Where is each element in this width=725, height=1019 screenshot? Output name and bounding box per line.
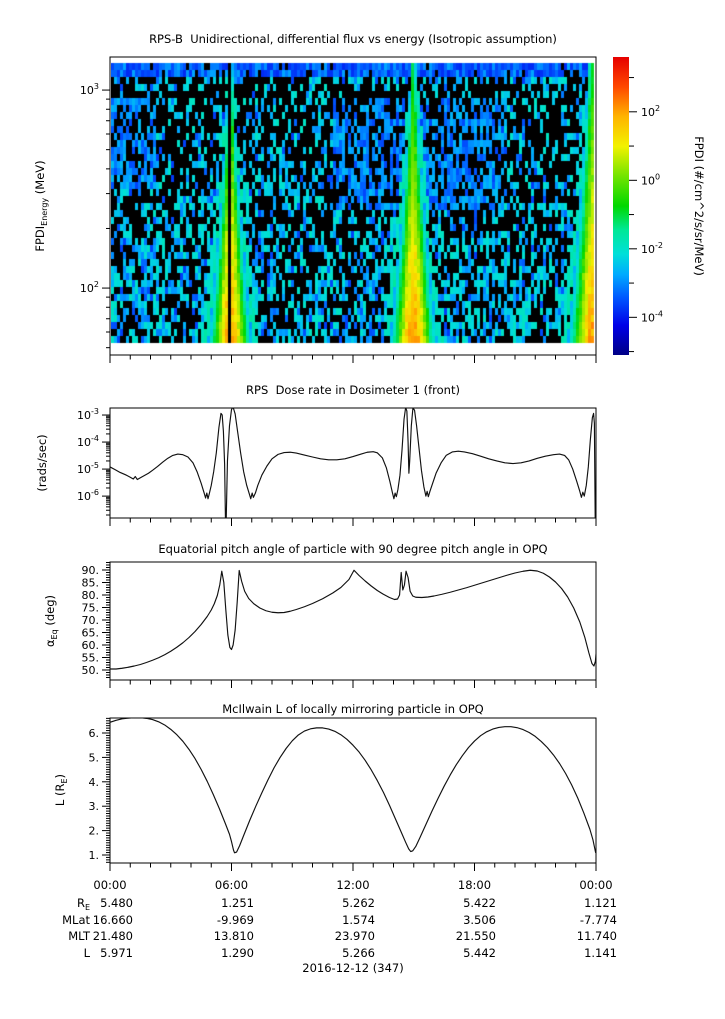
svg-text:3.: 3. [89,800,100,813]
ephemeris-row-label: MLT [68,929,90,943]
colorbar-gradient [613,57,629,355]
svg-text:10-5: 10-5 [77,461,99,476]
ephemeris-value: 16.660 [92,912,133,927]
y-axis-ticks: 102 103 [80,82,110,349]
x-axis-ticks [109,863,597,871]
ephemeris-value: 5.262 [342,896,375,910]
time-tick-label: 18:00 [458,878,491,892]
svg-text:90.: 90. [82,564,100,577]
colorbar-label: FPDI (#/cm^2/s/sr/MeV) [692,136,706,276]
x-axis-ticks [109,680,597,688]
y-axis-ticks: 10-6 10-5 10-4 10-3 [77,407,110,516]
y-axis-ticks: 1. 2. 3. 4. 5. 6. [89,717,110,863]
ephemeris-value: 11.740 [576,929,617,943]
panel1-title: RPS-B Unidirectional, differential flux … [149,32,557,46]
time-tick-label: 06:00 [215,878,248,892]
svg-text:1.: 1. [89,849,100,862]
ephemeris-value: 5.422 [463,896,496,910]
time-tick-label: 12:00 [336,878,369,892]
ephemeris-value: 13.810 [213,929,254,943]
pitch-angle-curve [110,569,596,670]
svg-text:5.: 5. [89,751,100,764]
ephemeris-value: 1.574 [342,912,375,927]
svg-text:10-6: 10-6 [77,488,99,503]
panel4-title: McIlwain L of locally mirroring particle… [222,702,484,716]
ephemeris-value: 1.121 [584,896,617,910]
ephemeris-value: 1.290 [221,945,254,960]
dose-rate-curve [110,408,596,518]
colorbar-ticks: 10-4 10-2 100 102 [629,77,663,353]
ephemeris-value: 5.971 [100,945,133,960]
svg-text:10-4: 10-4 [641,309,663,324]
svg-text:85.: 85. [82,577,100,590]
svg-text:102: 102 [80,280,99,295]
svg-text:55.: 55. [82,652,100,665]
svg-text:80.: 80. [82,589,100,602]
svg-text:70.: 70. [82,614,100,627]
ephemeris-value: 21.550 [455,929,496,943]
ephemeris-value: 21.480 [92,929,133,943]
svg-text:6.: 6. [89,727,100,740]
svg-text:102: 102 [641,104,660,119]
ephemeris-row-label: RE [76,896,90,912]
ephemeris-value: 1.141 [584,945,617,960]
x-axis-ticks [109,518,597,526]
svg-text:10-4: 10-4 [77,434,99,449]
svg-text:50.: 50. [82,664,100,677]
ephemeris-value: 1.251 [221,896,254,910]
svg-text:4.: 4. [89,776,100,789]
svg-text:100: 100 [641,172,660,187]
ephemeris-value: 5.480 [100,896,133,910]
svg-text:60.: 60. [82,639,100,652]
ephemeris-row-label: MLat [62,912,90,927]
svg-text:10-2: 10-2 [641,241,663,256]
ephemeris-value: -9.969 [216,912,254,927]
panel3-title: Equatorial pitch angle of particle with … [158,542,548,556]
time-tick-label: 00:00 [93,878,126,892]
ephemeris-value: 5.442 [463,945,496,960]
ephemeris-value: 23.970 [334,929,375,943]
ephemeris-value: 3.506 [463,912,496,927]
panel4-ylabel: L (RE) [53,773,69,807]
mcilwain-l-curve [110,718,596,854]
ephemeris-row-label: L [83,945,90,960]
svg-text:103: 103 [80,82,99,97]
panel2-title: RPS Dose rate in Dosimeter 1 (front) [246,383,460,397]
date-label: 2016-12-12 (347) [302,961,404,975]
y-axis-ticks: 50.55.60.65.70.75.80.85.90. [82,562,110,678]
ephemeris-value: 5.266 [342,945,375,960]
svg-text:2.: 2. [89,825,100,838]
flux-spectrogram-heatmap [111,58,595,354]
svg-text:75.: 75. [82,602,100,615]
panel1-ylabel: FPDIEnergy (MeV) [33,160,49,252]
svg-text:65.: 65. [82,627,100,640]
ephemeris-value: -7.774 [579,912,617,927]
x-axis-ticks [109,355,597,363]
svg-text:10-3: 10-3 [77,407,99,422]
time-tick-label: 00:00 [579,878,612,892]
